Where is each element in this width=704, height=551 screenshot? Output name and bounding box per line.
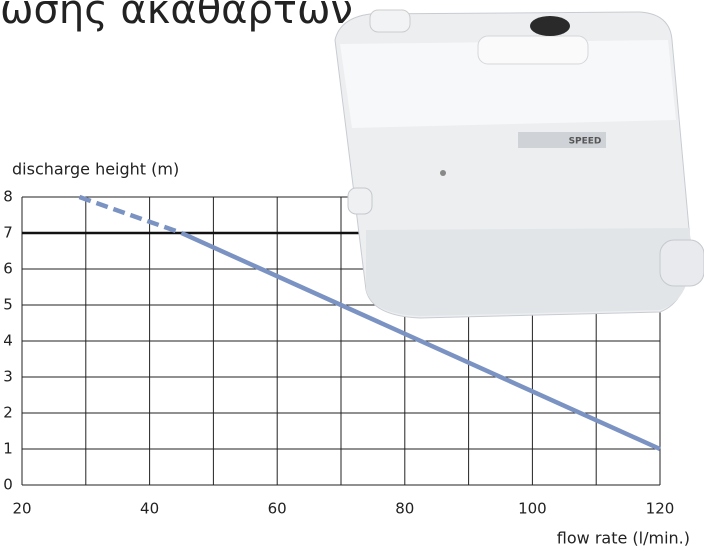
- y-tick-label: 2: [3, 404, 13, 422]
- product-base: [366, 228, 690, 316]
- product-top: [340, 40, 676, 128]
- y-tick-label: 8: [3, 188, 13, 206]
- y-tick-label: 5: [3, 296, 13, 314]
- y-tick-label: 0: [3, 476, 13, 494]
- x-tick-label: 120: [646, 500, 675, 518]
- product-badge: [518, 132, 606, 148]
- y-tick-label: 6: [3, 260, 13, 278]
- x-tick-label: 60: [268, 500, 287, 518]
- x-tick-label: 20: [12, 500, 31, 518]
- product-outlet: [530, 16, 570, 36]
- product-left-port: [347, 187, 373, 215]
- product-side-port: [659, 239, 704, 287]
- product-screw: [440, 170, 446, 176]
- x-tick-label: 80: [395, 500, 414, 518]
- x-tick-label: 40: [140, 500, 159, 518]
- x-axis-title: flow rate (l/min.): [557, 529, 690, 548]
- plot-area: 0 1 2 3 4 5 6 7 8 20 40 60 80 100 120: [3, 188, 674, 518]
- y-tick-label: 7: [3, 224, 13, 242]
- y-tick-label: 3: [3, 368, 13, 386]
- data-line: [78, 194, 183, 236]
- title: ωσης ακαθαρτων: [0, 0, 353, 33]
- product-photo: SPEED: [334, 9, 704, 319]
- data-line: [180, 230, 661, 452]
- product-cap: [477, 35, 589, 65]
- y-axis-title: discharge height (m): [12, 160, 179, 179]
- x-tick-label: 100: [518, 500, 547, 518]
- product-label: SPEED: [569, 137, 602, 147]
- product-inlet: [369, 9, 411, 33]
- y-tick-label: 1: [3, 440, 13, 458]
- y-tick-label: 4: [3, 332, 13, 350]
